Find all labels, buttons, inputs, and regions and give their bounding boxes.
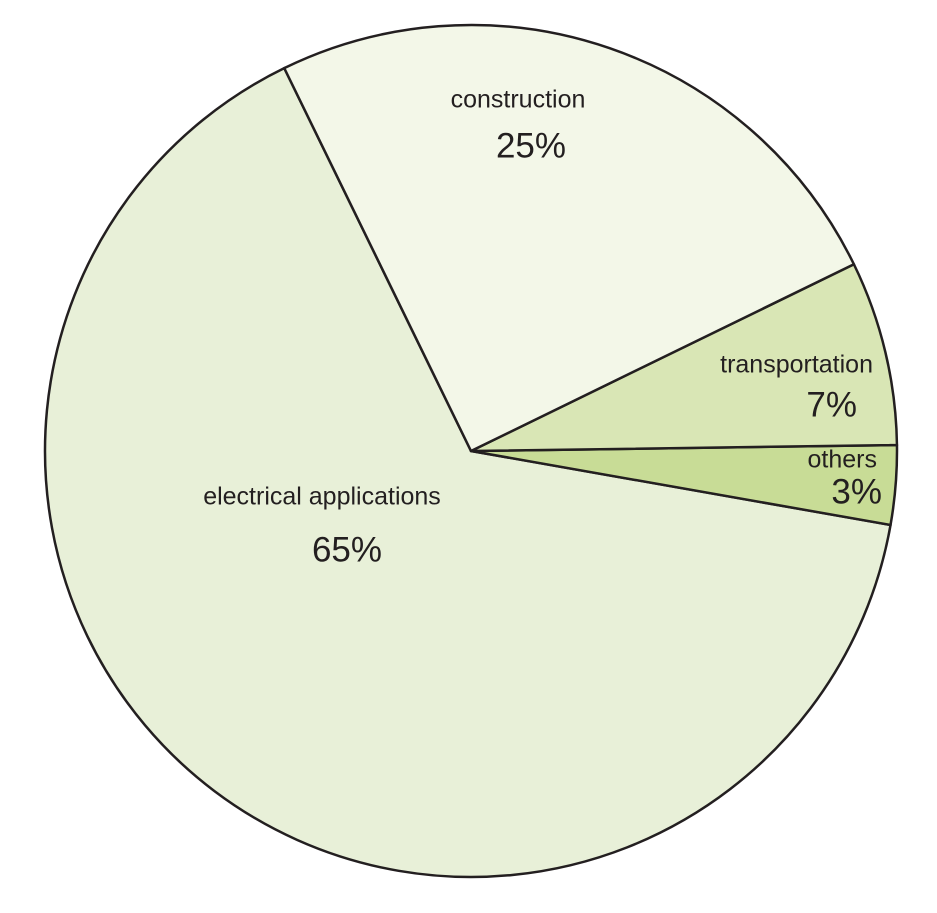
value-label: 65% bbox=[312, 530, 382, 569]
pie-slice bbox=[43, 66, 892, 879]
slice-label: others bbox=[808, 446, 877, 474]
value-label: 7% bbox=[806, 385, 857, 424]
slice-label: construction bbox=[451, 86, 586, 114]
pie-slice bbox=[283, 23, 856, 453]
value-label: 25% bbox=[496, 126, 566, 165]
pie-slice bbox=[469, 263, 899, 453]
slice-label: electrical applications bbox=[203, 483, 441, 511]
value-label: 3% bbox=[831, 472, 882, 511]
slice-label: transportation bbox=[720, 351, 873, 379]
